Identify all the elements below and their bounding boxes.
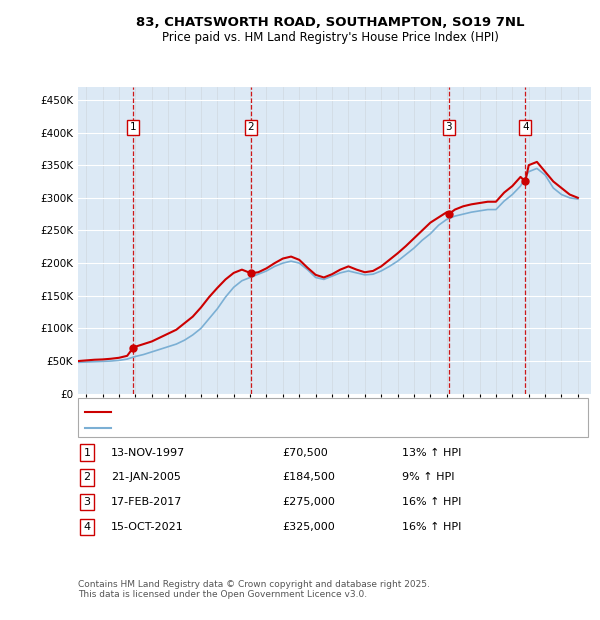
Text: 16% ↑ HPI: 16% ↑ HPI [402,497,461,507]
Text: £275,000: £275,000 [282,497,335,507]
Text: 21-JAN-2005: 21-JAN-2005 [111,472,181,482]
Text: £184,500: £184,500 [282,472,335,482]
Text: 3: 3 [445,122,452,132]
Text: 83, CHATSWORTH ROAD, SOUTHAMPTON, SO19 7NL (semi-detached house): 83, CHATSWORTH ROAD, SOUTHAMPTON, SO19 7… [115,407,487,417]
Text: Price paid vs. HM Land Registry's House Price Index (HPI): Price paid vs. HM Land Registry's House … [161,31,499,44]
Text: 2: 2 [83,472,91,482]
Text: 1: 1 [83,448,91,458]
Text: 4: 4 [83,522,91,532]
Text: £325,000: £325,000 [282,522,335,532]
Text: 9% ↑ HPI: 9% ↑ HPI [402,472,455,482]
Text: Contains HM Land Registry data © Crown copyright and database right 2025.
This d: Contains HM Land Registry data © Crown c… [78,580,430,599]
Text: 13-NOV-1997: 13-NOV-1997 [111,448,185,458]
Text: 83, CHATSWORTH ROAD, SOUTHAMPTON, SO19 7NL: 83, CHATSWORTH ROAD, SOUTHAMPTON, SO19 7… [136,16,524,29]
Text: £70,500: £70,500 [282,448,328,458]
Text: 2: 2 [248,122,254,132]
Text: 4: 4 [522,122,529,132]
Text: 17-FEB-2017: 17-FEB-2017 [111,497,182,507]
Text: 3: 3 [83,497,91,507]
Text: 13% ↑ HPI: 13% ↑ HPI [402,448,461,458]
Text: 15-OCT-2021: 15-OCT-2021 [111,522,184,532]
Text: HPI: Average price, semi-detached house, Southampton: HPI: Average price, semi-detached house,… [115,423,389,433]
Text: 16% ↑ HPI: 16% ↑ HPI [402,522,461,532]
Text: 1: 1 [130,122,137,132]
